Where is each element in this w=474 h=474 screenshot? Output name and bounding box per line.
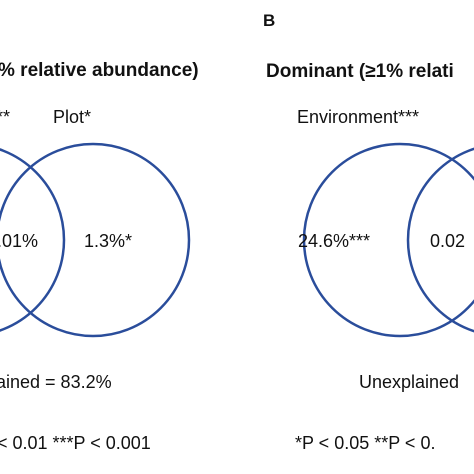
panel-b-shared-value: 0.02	[430, 231, 466, 251]
panel-a-right-only-value: 1.3%*	[84, 231, 133, 251]
panel-b-left-factor-label: Environment***	[297, 107, 420, 127]
panel-b-title: Dominant (≥1% relati	[266, 61, 454, 82]
panel-a: % relative abundance) ** Plot* .01% 1.3%…	[0, 60, 199, 453]
panel-a-significance-legend: < 0.01 ***P < 0.001	[0, 433, 151, 453]
panel-a-right-circle	[0, 142, 191, 338]
panel-a-title: % relative abundance)	[0, 60, 199, 81]
panel-b-significance-legend: *P < 0.05 **P < 0.	[295, 433, 436, 453]
panel-b-left-circle	[302, 142, 474, 338]
panel-a-right-factor-label: Plot*	[53, 107, 92, 127]
panel-b-unexplained-text: Unexplained	[359, 372, 460, 392]
panel-b-letter: B	[263, 11, 276, 30]
panel-b-venn-diagram	[302, 142, 474, 338]
panel-a-venn-diagram	[0, 142, 191, 338]
panel-a-shared-value: .01%	[0, 231, 39, 251]
panel-b-left-only-value: 24.6%***	[298, 231, 371, 251]
panel-a-unexplained-text: ained = 83.2%	[0, 372, 112, 392]
panel-a-left-factor-label: **	[0, 107, 11, 127]
panel-b: B Dominant (≥1% relati Environment*** 24…	[237, 0, 474, 474]
panel-b-right-circle	[406, 147, 474, 333]
panel-a-left-circle	[0, 148, 66, 332]
